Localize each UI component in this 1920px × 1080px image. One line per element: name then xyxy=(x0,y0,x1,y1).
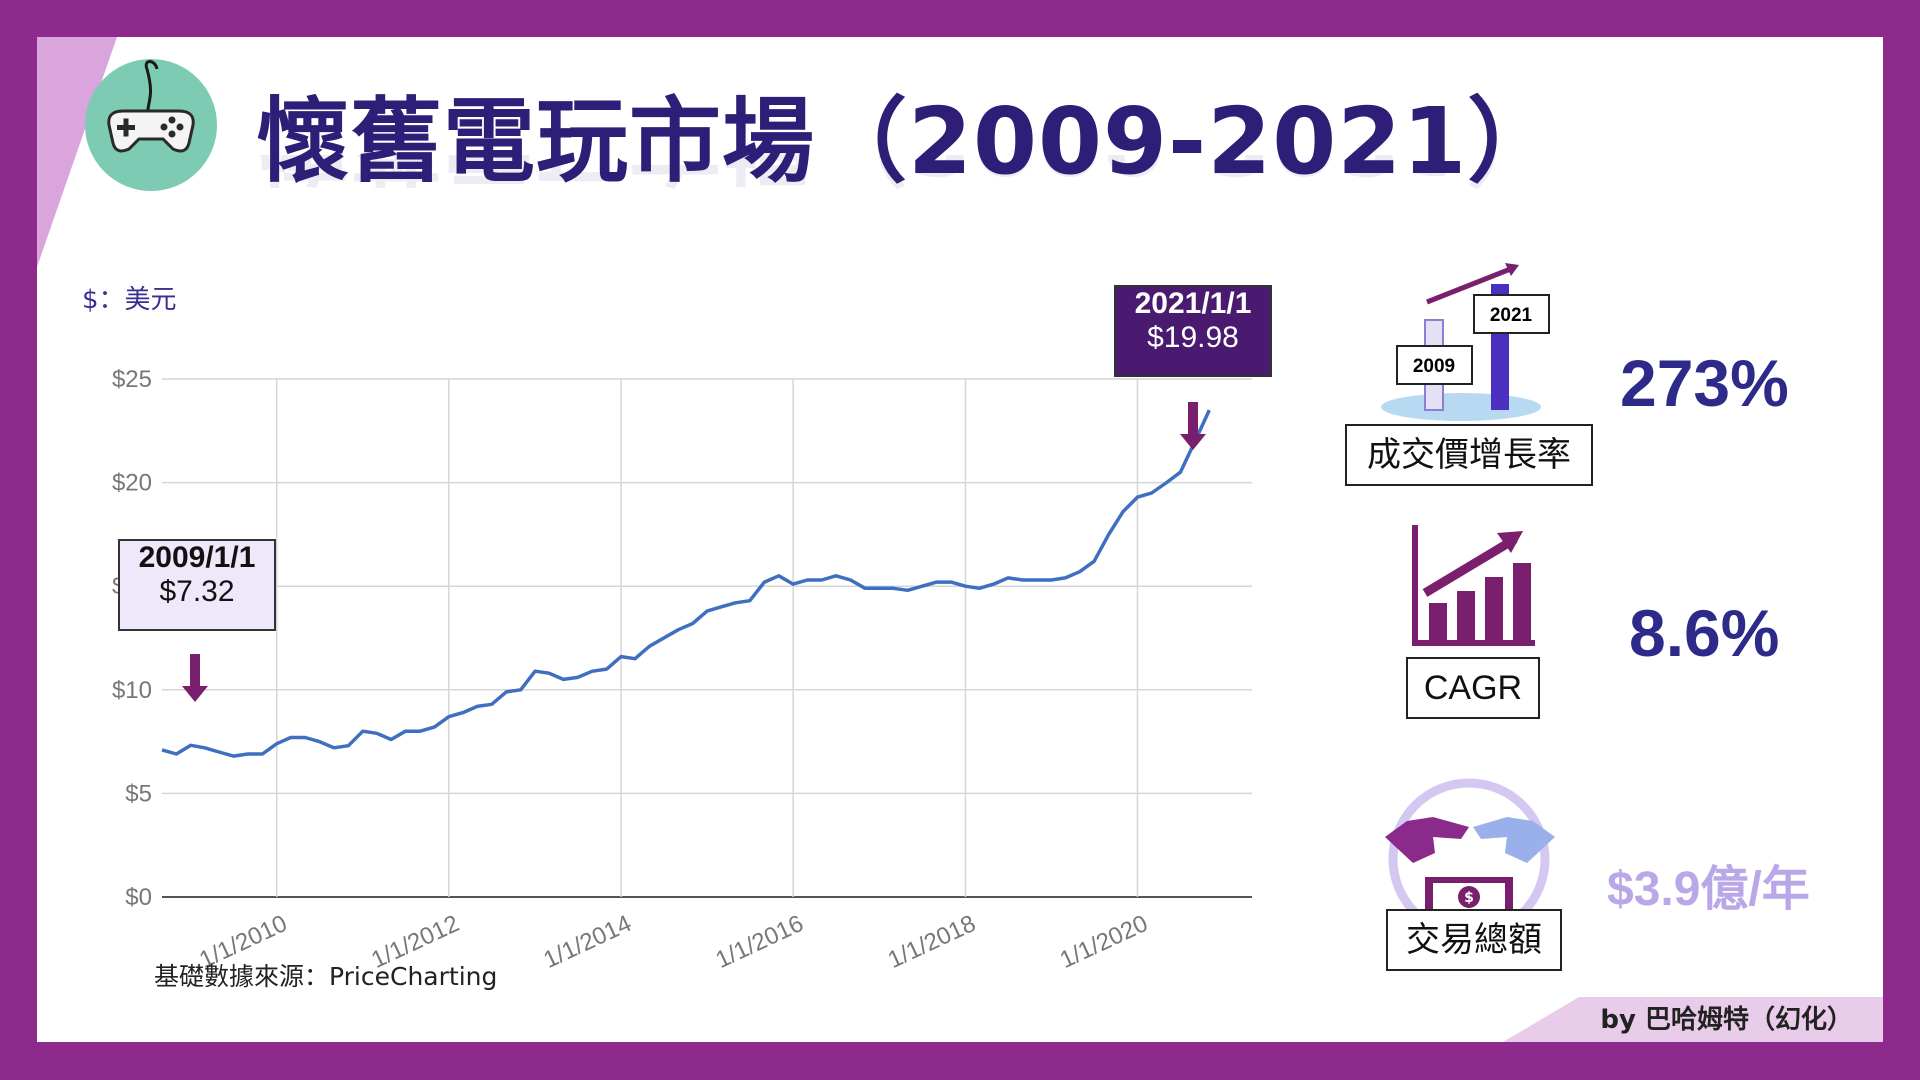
price-series-line xyxy=(161,409,1211,758)
y-tick-label: $5 xyxy=(125,780,152,807)
callout-end: 2021/1/1 $19.98 xyxy=(1114,285,1272,377)
page-title-reflection: 懷舊電玩市場（2009-2021） xyxy=(257,155,1560,215)
slide-card: 懷舊電玩市場（2009-2021） 懷舊電玩市場（2009-2021） $：美元… xyxy=(37,37,1883,1042)
gamepad-icon xyxy=(107,60,195,153)
cagr-label: CAGR xyxy=(1406,657,1540,719)
page-title: 懷舊電玩市場（2009-2021） xyxy=(257,88,1561,195)
cagr-value: 8.6% xyxy=(1629,596,1780,670)
x-tick-label: 1/1/2018 xyxy=(884,910,980,974)
callout-end-arrow xyxy=(1180,402,1206,450)
y-tick-label: $0 xyxy=(125,884,152,911)
growth-rate-label: 成交價增長率 xyxy=(1345,424,1593,486)
x-tick-label: 1/1/2020 xyxy=(1056,910,1152,974)
callout-start-price: $7.32 xyxy=(159,575,235,608)
trade-volume-value: $3.9億/年 xyxy=(1607,863,1810,916)
y-tick-label: $20 xyxy=(112,470,152,497)
price-line-chart: $0$5$10$15$20$251/1/20101/1/20121/1/2014… xyxy=(112,366,1252,974)
x-tick-label: 1/1/2014 xyxy=(540,910,636,974)
trade-volume-label: 交易總額 xyxy=(1386,909,1562,971)
growth-bars-icon: 2009 2021 xyxy=(1381,263,1550,421)
x-tick-label: 1/1/2016 xyxy=(712,910,808,974)
currency-unit-label: $：美元 xyxy=(82,285,177,315)
callout-start-arrow xyxy=(182,654,208,702)
y-tick-label: $10 xyxy=(112,677,152,704)
author-byline: by 巴哈姆特（幻化） xyxy=(1600,1005,1853,1035)
y-tick-label: $25 xyxy=(112,366,152,393)
rising-chart-icon xyxy=(1412,525,1535,646)
corner-decoration-bottom-right xyxy=(1503,997,1883,1042)
growth-bar-label-2009: 2009 xyxy=(1413,356,1455,377)
callout-end-price: $19.98 xyxy=(1147,321,1239,354)
gamepad-logo xyxy=(85,59,217,191)
growth-rate-value: 273% xyxy=(1620,346,1789,420)
callout-end-date: 2021/1/1 xyxy=(1134,287,1252,320)
growth-bar-label-2021: 2021 xyxy=(1490,305,1533,326)
svg-text:$: $ xyxy=(1464,890,1474,906)
callout-start: 2009/1/1 $7.32 xyxy=(118,539,276,631)
callout-start-date: 2009/1/1 xyxy=(138,541,256,574)
data-source: 基礎數據來源：PriceCharting xyxy=(154,962,498,991)
